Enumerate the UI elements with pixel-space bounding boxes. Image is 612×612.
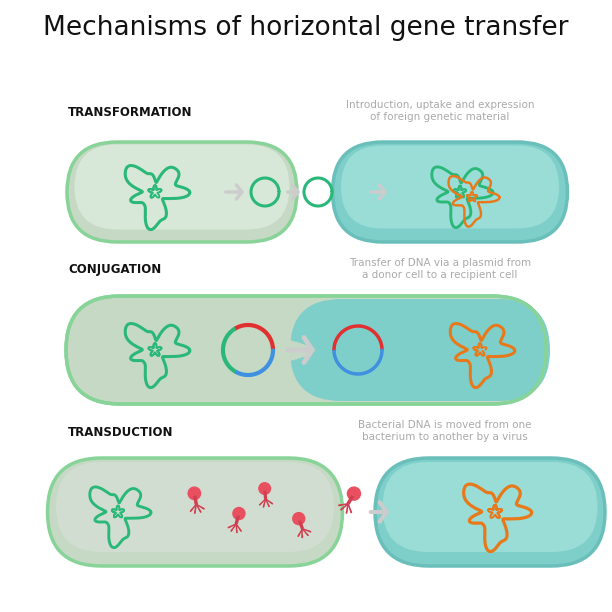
Circle shape <box>293 513 305 524</box>
Circle shape <box>188 487 201 499</box>
Text: Mechanisms of horizontal gene transfer: Mechanisms of horizontal gene transfer <box>43 15 569 41</box>
FancyBboxPatch shape <box>66 296 546 404</box>
FancyBboxPatch shape <box>290 299 550 401</box>
FancyBboxPatch shape <box>375 458 605 566</box>
FancyBboxPatch shape <box>48 458 343 566</box>
Text: Bacterial DNA is moved from one
bacterium to another by a virus: Bacterial DNA is moved from one bacteriu… <box>358 420 532 442</box>
Text: CONJUGATION: CONJUGATION <box>68 264 161 277</box>
FancyBboxPatch shape <box>67 142 297 242</box>
Text: TRANSFORMATION: TRANSFORMATION <box>68 105 193 119</box>
Text: TRANSDUCTION: TRANSDUCTION <box>68 425 173 439</box>
Circle shape <box>348 487 360 500</box>
Circle shape <box>233 507 245 520</box>
Circle shape <box>259 483 271 494</box>
FancyBboxPatch shape <box>332 142 567 242</box>
Text: Introduction, uptake and expression
of foreign genetic material: Introduction, uptake and expression of f… <box>346 100 534 122</box>
FancyBboxPatch shape <box>382 462 597 552</box>
FancyBboxPatch shape <box>75 144 289 230</box>
FancyBboxPatch shape <box>341 146 559 228</box>
FancyBboxPatch shape <box>56 462 334 552</box>
Text: Transfer of DNA via a plasmid from
a donor cell to a recipient cell: Transfer of DNA via a plasmid from a don… <box>349 258 531 280</box>
